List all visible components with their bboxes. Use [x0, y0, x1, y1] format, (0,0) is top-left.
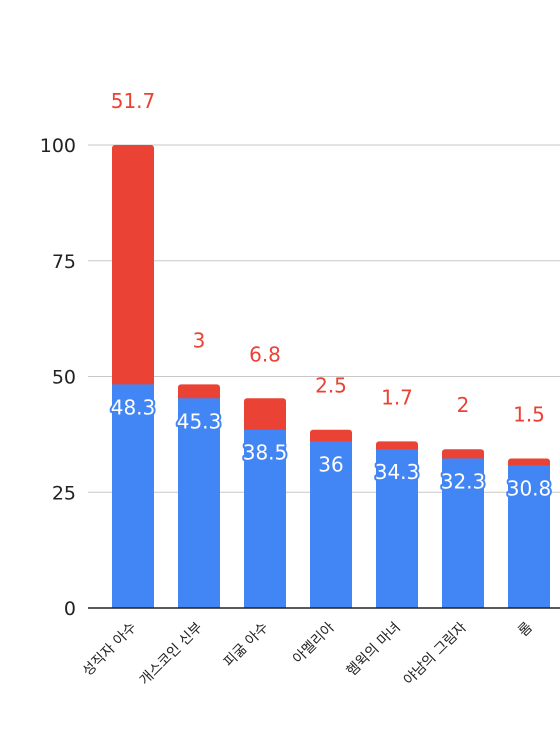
data-label-top: 1.5: [513, 402, 545, 426]
x-tick-label: 피굶 아수: [221, 619, 272, 670]
bar-segment-top: [178, 384, 220, 403]
y-tick-label: 50: [52, 367, 76, 389]
bar-segment-top: [244, 398, 286, 434]
data-label-top: 2.5: [315, 374, 347, 398]
data-label-top: 2: [457, 393, 470, 417]
bar-segment-base: [112, 384, 154, 608]
bar-segment-base: [178, 398, 220, 608]
y-tick-label: 0: [64, 598, 76, 620]
data-label-top: 51.7: [111, 89, 156, 113]
bar-segment-base: [508, 465, 550, 608]
y-tick-label: 75: [52, 251, 76, 273]
y-tick-label: 100: [40, 135, 76, 157]
bar-segment-base: [244, 429, 286, 608]
x-tick-label: 아멜리아: [290, 619, 338, 667]
bar-segment-base: [376, 449, 418, 608]
data-label-base: 36: [318, 452, 343, 476]
data-label-base: 38.5: [243, 441, 288, 465]
x-tick-label: 개스코인 신부: [137, 619, 206, 688]
data-label-base: 48.3: [111, 395, 156, 419]
data-label-top: 3: [193, 328, 206, 352]
data-label-top: 1.7: [381, 385, 413, 409]
x-tick-label: 헴윅의 마녀: [344, 620, 404, 680]
data-label-base: 34.3: [375, 460, 420, 484]
data-label-base: 30.8: [507, 476, 552, 500]
data-label-top: 6.8: [249, 342, 281, 366]
y-tick-label: 25: [52, 482, 76, 504]
bar-segment-base: [442, 458, 484, 608]
data-label-base: 32.3: [441, 469, 486, 493]
data-label-base: 45.3: [177, 409, 222, 433]
bar-segment-top: [112, 145, 154, 389]
bar-segment-base: [310, 441, 352, 608]
x-tick-label: 롬: [515, 619, 536, 640]
x-tick-label: 성직자 아수: [80, 619, 140, 679]
x-tick-label: 야남의 그림자: [401, 619, 470, 688]
